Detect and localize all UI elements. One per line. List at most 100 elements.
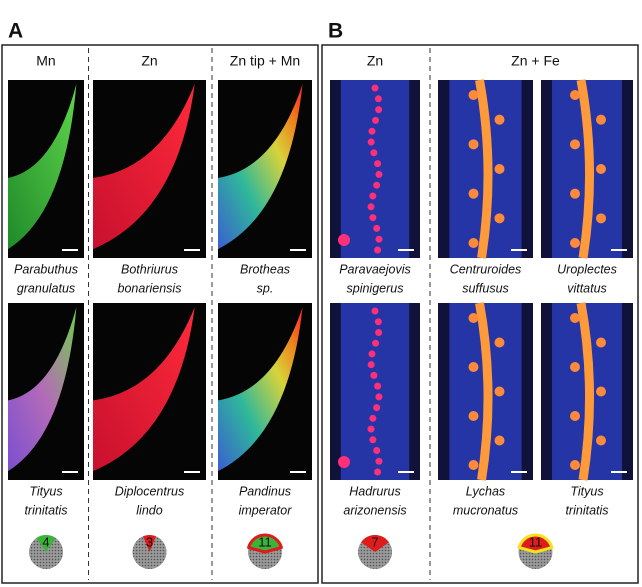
pie-wedge	[517, 533, 554, 554]
bead	[373, 181, 381, 189]
strand	[475, 79, 493, 259]
bead	[371, 84, 379, 92]
species-name: imperator	[239, 503, 293, 517]
bead	[369, 214, 377, 222]
species-name: Tityus	[29, 484, 62, 498]
bead	[367, 203, 375, 211]
species-name: mucronatus	[453, 503, 518, 517]
column-header: Zn	[367, 53, 383, 69]
species-name: Lychas	[466, 484, 505, 498]
micrograph	[438, 79, 533, 259]
fang	[8, 84, 77, 250]
bead	[373, 224, 381, 232]
pie-count: 11	[529, 534, 543, 549]
micrograph	[330, 80, 420, 258]
bead	[468, 188, 479, 199]
fang	[93, 84, 195, 250]
bead	[368, 350, 376, 358]
bead	[468, 139, 479, 150]
species-name: suffusus	[462, 281, 509, 295]
column-header: Zn tip + Mn	[230, 53, 300, 69]
species-name: Uroplectes	[557, 262, 617, 276]
species-name: Diplocentrus	[115, 484, 184, 498]
bead	[375, 235, 383, 243]
bead	[372, 116, 380, 124]
micrograph	[330, 303, 420, 480]
bead	[375, 170, 383, 178]
bead	[570, 313, 580, 323]
bead	[468, 238, 479, 248]
panel-label: B	[328, 20, 343, 43]
bead	[494, 386, 505, 397]
species-name: Pandinus	[239, 484, 291, 498]
species-name: trinitatis	[565, 503, 608, 517]
bead	[373, 447, 381, 455]
species-name: Paravaejovis	[339, 262, 411, 276]
bead	[338, 234, 350, 246]
bead	[596, 164, 606, 174]
bead	[372, 339, 380, 347]
bead	[374, 382, 382, 390]
species-name: Tityus	[570, 484, 603, 498]
bead	[468, 411, 479, 421]
strand	[576, 302, 594, 481]
bead	[367, 361, 375, 369]
strand	[475, 302, 493, 481]
bead	[494, 114, 505, 125]
micrograph	[218, 303, 312, 480]
bead	[373, 404, 381, 412]
bead	[570, 362, 580, 372]
bead	[596, 213, 606, 224]
species-name: Centruroides	[450, 262, 522, 276]
bead	[596, 435, 606, 446]
panel-label: A	[8, 20, 23, 43]
micrograph	[93, 80, 206, 258]
species-name: spinigerus	[347, 281, 404, 295]
bead	[596, 337, 606, 348]
bead	[369, 436, 377, 444]
micrograph	[93, 303, 206, 480]
fang	[8, 307, 77, 472]
micrograph	[541, 79, 633, 259]
panel-frame	[1, 44, 319, 584]
species-name: bonariensis	[118, 281, 182, 295]
bead	[374, 160, 382, 168]
bead	[468, 460, 479, 470]
bead	[371, 307, 379, 315]
bead	[494, 337, 505, 348]
bead	[570, 238, 580, 248]
bead	[370, 149, 378, 157]
pie-count: 11	[258, 534, 272, 549]
bead	[468, 362, 479, 372]
species-name: arizonensis	[343, 503, 406, 517]
pie-count: 4	[42, 534, 49, 549]
pie-count: 7	[371, 534, 378, 549]
bead	[374, 468, 382, 476]
bead	[338, 456, 350, 468]
bead	[570, 139, 580, 150]
pie-wedge	[36, 535, 56, 552]
column-header: Zn + Fe	[511, 53, 560, 69]
bead	[494, 164, 505, 174]
bead	[494, 435, 505, 446]
micrograph	[8, 80, 84, 258]
column-header: Zn	[141, 53, 157, 69]
bead	[375, 106, 383, 114]
micrograph	[8, 303, 84, 480]
bead	[596, 386, 606, 397]
bead	[369, 192, 377, 200]
bead	[367, 138, 375, 146]
bead	[375, 328, 383, 336]
species-name: trinitatis	[24, 503, 67, 517]
bead	[374, 246, 382, 254]
pie-wedge	[247, 533, 283, 554]
bead	[375, 393, 383, 401]
bead	[370, 371, 378, 379]
micrograph	[218, 80, 312, 258]
species-name: granulatus	[17, 281, 75, 295]
bead	[375, 457, 383, 465]
fang	[218, 84, 303, 250]
strand	[576, 79, 594, 259]
bead	[368, 127, 376, 135]
